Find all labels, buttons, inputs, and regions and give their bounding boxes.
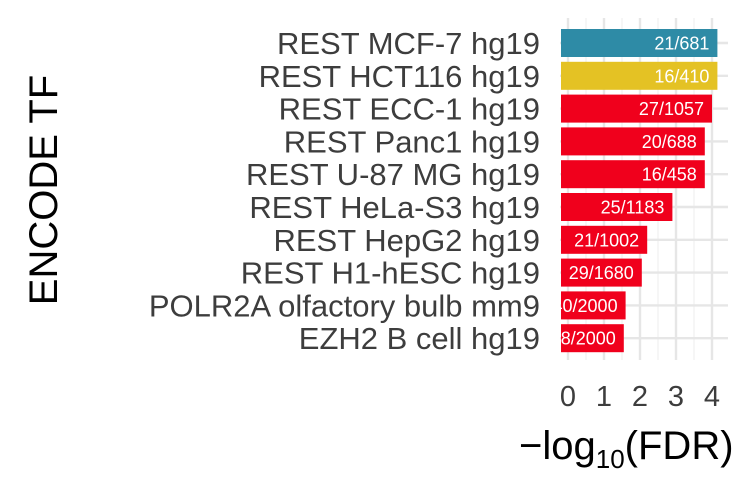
category-label: REST U-87 MG hg19 bbox=[246, 157, 540, 192]
bar-value-label: 29/1680 bbox=[569, 263, 634, 283]
x-tick-label: 0 bbox=[560, 381, 576, 413]
bar bbox=[561, 127, 705, 156]
y-axis-title: ENCODE TF bbox=[22, 75, 66, 305]
bar bbox=[561, 61, 718, 90]
category-label: REST MCF-7 hg19 bbox=[277, 26, 540, 61]
bar bbox=[561, 324, 624, 353]
x-tick-label: 2 bbox=[632, 381, 648, 413]
bar bbox=[561, 225, 648, 254]
bar-value-label: 21/1002 bbox=[574, 230, 639, 250]
category-label: REST HepG2 hg19 bbox=[273, 223, 540, 258]
bar-value-label: 27/1057 bbox=[639, 99, 704, 119]
bar-value-label: 21/681 bbox=[654, 34, 709, 54]
bar bbox=[561, 160, 705, 189]
category-label: REST HCT116 hg19 bbox=[259, 59, 540, 94]
bar bbox=[561, 258, 642, 287]
bar-value-label: 25/1183 bbox=[601, 198, 665, 218]
bar-value-label: 20/688 bbox=[642, 132, 697, 152]
x-tick-label: 1 bbox=[596, 381, 612, 413]
bar bbox=[561, 29, 718, 57]
bar bbox=[561, 193, 673, 221]
bar-value-label: 16/410 bbox=[654, 66, 709, 86]
x-axis-title-prefix: −log bbox=[519, 424, 596, 468]
x-axis-title-subscript: 10 bbox=[596, 444, 625, 474]
bar bbox=[561, 291, 626, 320]
category-label: REST H1-hESC hg19 bbox=[241, 256, 540, 291]
bar-value-label: 40/2000 bbox=[553, 296, 618, 316]
bar bbox=[561, 94, 712, 123]
category-label: EZH2 B cell hg19 bbox=[299, 321, 540, 356]
category-label: REST ECC-1 hg19 bbox=[279, 92, 540, 127]
x-axis-title-suffix: (FDR) bbox=[625, 424, 734, 468]
x-tick-label: 3 bbox=[668, 381, 684, 413]
bar-value-label: 16/458 bbox=[642, 165, 697, 185]
bar-labels-group: 21/681 16/410 27/1057 20/688 16/458 25/1183 21… bbox=[551, 34, 709, 349]
category-label: POLR2A olfactory bulb mm9 bbox=[149, 288, 540, 323]
x-axis-title: −log10(FDR) bbox=[519, 424, 734, 474]
category-label: REST HeLa-S3 hg19 bbox=[249, 190, 540, 225]
x-tick-label: 4 bbox=[704, 381, 720, 413]
bars-group bbox=[561, 29, 718, 353]
category-label: REST Panc1 hg19 bbox=[284, 124, 540, 159]
bar-value-label: 38/2000 bbox=[551, 329, 616, 349]
